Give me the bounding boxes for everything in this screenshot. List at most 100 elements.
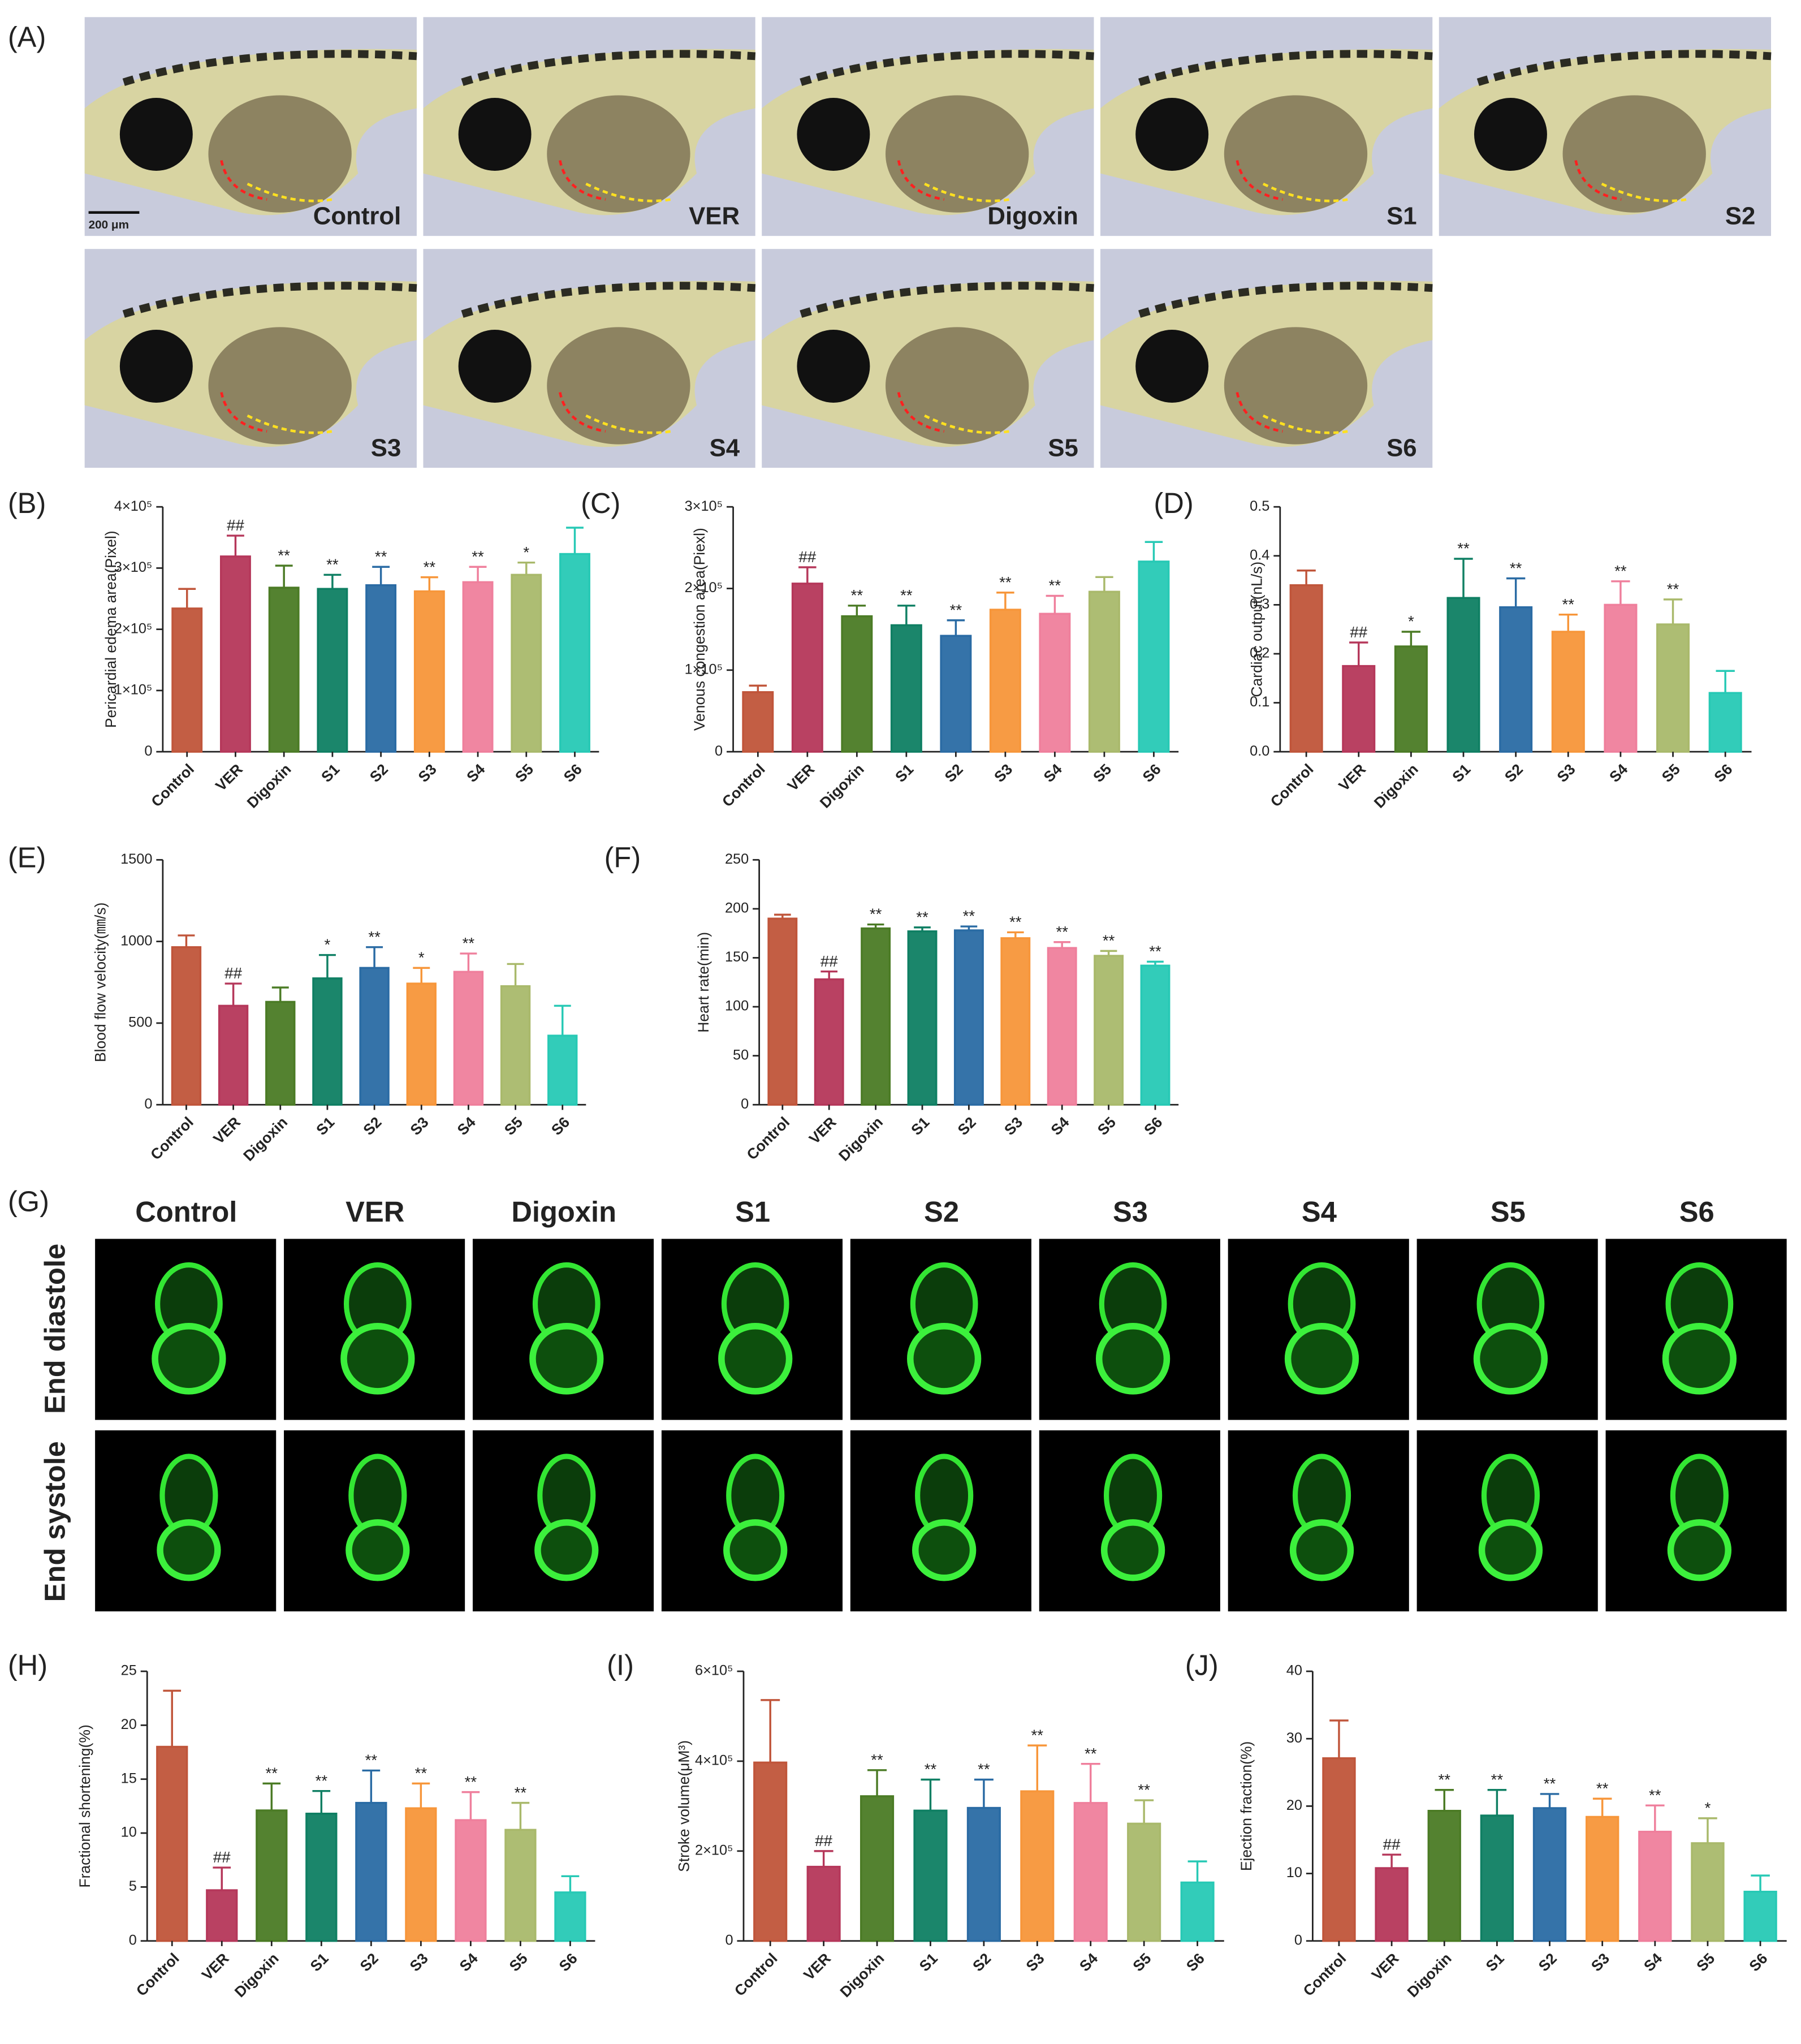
bar (455, 1819, 487, 1942)
significance-label: ** (326, 555, 339, 573)
y-tick-label: 3×10⁵ (114, 559, 153, 575)
error-bar (1716, 670, 1735, 693)
y-tick-label: 30 (1286, 1730, 1302, 1746)
error-bar (469, 566, 487, 583)
significance-label: ## (1383, 1835, 1401, 1853)
bar (405, 1807, 437, 1942)
larva-photo: S2 (1439, 17, 1772, 236)
heart-ventricle (157, 1519, 221, 1581)
bar (1708, 692, 1742, 753)
larva-stripe (122, 282, 417, 318)
y-axis-label: Venous congestion area(Piexl) (691, 528, 708, 731)
yolk (886, 95, 1029, 213)
y-tick-label: 2×10⁵ (114, 620, 153, 636)
photo-label: S5 (1048, 434, 1078, 462)
error-bar (897, 605, 915, 626)
y-tick-label: 40 (1286, 1663, 1302, 1679)
bar (156, 1745, 188, 1942)
bar (453, 971, 484, 1106)
error-bar (511, 1801, 530, 1830)
y-tick-label: 1×10⁵ (114, 682, 153, 698)
error-bar (1454, 558, 1473, 598)
significance-label: ## (224, 964, 242, 982)
edema-outline (220, 160, 267, 201)
error-bar (1592, 1797, 1612, 1817)
error-bar (1751, 1874, 1770, 1892)
bar (1140, 964, 1171, 1106)
error-bar (1698, 1817, 1717, 1843)
bar (1047, 947, 1077, 1106)
significance-label: ** (1049, 577, 1061, 594)
heart-ventricle (718, 1322, 793, 1395)
bar (753, 1761, 788, 1942)
error-bar (974, 1778, 994, 1808)
bar (814, 978, 844, 1106)
significance-label: ## (815, 1832, 832, 1849)
error-bar (1487, 1789, 1507, 1816)
significance-label: ** (1103, 932, 1115, 950)
bar (1480, 1814, 1514, 1942)
bar (989, 609, 1021, 753)
significance-label: ** (1438, 1771, 1450, 1788)
y-tick-label: 100 (725, 998, 749, 1014)
heart-ventricle (1100, 1519, 1165, 1581)
panel-label: (E) (8, 842, 46, 874)
y-tick-label: 1000 (120, 933, 152, 948)
yolk (1224, 327, 1368, 445)
significance-label: ** (900, 587, 913, 604)
bar (547, 1034, 578, 1106)
significance-label: ** (1138, 1781, 1150, 1799)
column-header: Control (135, 1196, 237, 1228)
error-bar (814, 1850, 833, 1867)
error-bar (566, 527, 584, 554)
photo-label: S3 (371, 434, 401, 462)
significance-label: ** (999, 573, 1012, 591)
error-bar (1663, 598, 1683, 624)
error-bar (420, 576, 438, 592)
panel-label: (H) (8, 1649, 47, 1681)
bar (1020, 1790, 1055, 1942)
error-bar (224, 982, 242, 1006)
heart-ventricle (1667, 1519, 1732, 1581)
y-tick-label: 15 (121, 1770, 137, 1786)
photo-label: S6 (1387, 434, 1417, 462)
y-tick-label: 20 (1286, 1797, 1302, 1813)
error-bar (275, 564, 293, 588)
significance-label: ** (1544, 1775, 1556, 1792)
error-bar (262, 1782, 281, 1811)
heart-ventricle (1284, 1322, 1359, 1395)
error-bar (1558, 613, 1578, 632)
significance-label: ** (978, 1761, 990, 1778)
heart-ventricle (1662, 1322, 1737, 1395)
heart-ventricle (1478, 1519, 1543, 1581)
bar (1446, 597, 1480, 753)
larva-photo: Digoxin (762, 17, 1094, 236)
bar (860, 1795, 895, 1942)
bar (1586, 1816, 1619, 1942)
error-bar (461, 1791, 480, 1821)
error-bar (362, 1769, 381, 1803)
larva-photo: S4 (423, 249, 756, 468)
bar (312, 977, 343, 1106)
edema-outline (897, 392, 945, 433)
significance-label: ** (871, 1751, 883, 1769)
bar (940, 635, 972, 753)
y-tick-label: 1500 (120, 851, 152, 867)
bar (1088, 590, 1120, 753)
edema-outline (559, 160, 606, 201)
error-bar (1329, 1719, 1349, 1758)
y-tick-label: 250 (725, 851, 749, 867)
bar (265, 1001, 296, 1106)
eye (797, 98, 870, 171)
heart-ventricle (907, 1322, 982, 1395)
bar (890, 624, 922, 753)
larva-stripe (461, 50, 756, 87)
error-bar (1611, 580, 1630, 605)
heart-ventricle (152, 1322, 226, 1395)
significance-label: ** (950, 601, 962, 619)
error-bar (848, 605, 866, 616)
panel-label: (I) (607, 1649, 634, 1681)
bar (268, 587, 300, 753)
significance-label: ** (1491, 1771, 1504, 1788)
